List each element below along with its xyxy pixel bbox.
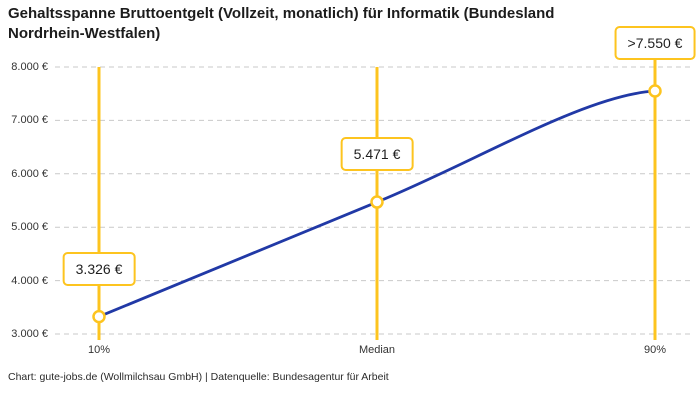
data-point-marker[interactable]: [92, 309, 106, 324]
value-label: 3.326 €: [62, 251, 136, 286]
data-point-marker[interactable]: [648, 84, 662, 98]
y-axis-tick-label: 5.000 €: [11, 221, 48, 234]
x-axis-tick-label: 10%: [87, 344, 111, 356]
value-label: 5.471 €: [340, 137, 414, 172]
x-axis-tick-label: 90%: [643, 344, 667, 356]
data-point-marker[interactable]: [370, 195, 384, 209]
y-axis-tick-label: 4.000 €: [11, 274, 48, 287]
value-label: >7.550 €: [614, 26, 696, 61]
chart-title: Gehaltsspanne Bruttoentgelt (Vollzeit, m…: [8, 5, 555, 42]
y-axis-tick-label: 7.000 €: [11, 114, 48, 127]
y-axis-tick-label: 6.000 €: [11, 167, 48, 180]
y-axis-tick-label: 3.000 €: [11, 328, 48, 340]
x-axis-tick-label: Median: [358, 344, 396, 356]
attribution-text: Chart: gute-jobs.de (Wollmilchsau GmbH) …: [8, 371, 389, 383]
y-axis-tick-label: 8.000 €: [11, 61, 48, 73]
